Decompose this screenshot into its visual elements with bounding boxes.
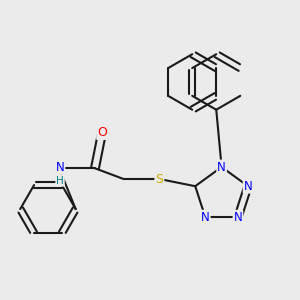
Text: N: N (201, 211, 210, 224)
Text: H: H (56, 176, 64, 186)
Text: N: N (56, 161, 64, 174)
Text: N: N (217, 160, 226, 173)
Text: O: O (97, 126, 107, 139)
Text: S: S (155, 172, 164, 185)
Text: N: N (234, 211, 242, 224)
Text: N: N (244, 180, 252, 193)
